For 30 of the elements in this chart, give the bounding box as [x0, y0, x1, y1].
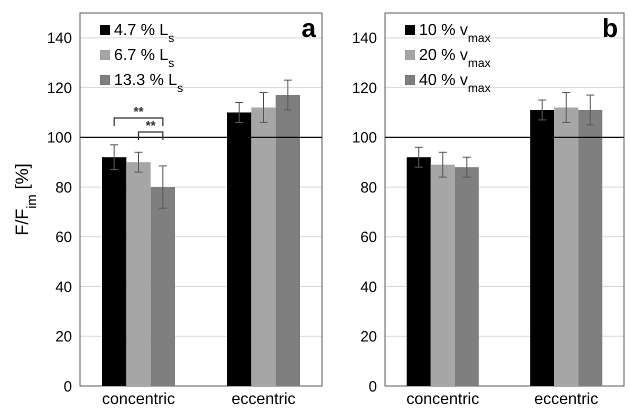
x-tick-label: eccentric	[231, 391, 296, 408]
y-tick-label: 100	[46, 130, 72, 147]
x-tick-label: concentric	[102, 391, 175, 408]
y-tick-label: 80	[55, 179, 72, 196]
chart-title: b	[602, 13, 618, 43]
x-tick-label: concentric	[406, 391, 480, 408]
legend-label: 10 % v$_{max}$	[419, 22, 491, 45]
annotation: **	[146, 118, 157, 133]
y-tick-label: 140	[46, 30, 72, 48]
y-tick-label: 0	[368, 378, 377, 396]
chart-title: a	[302, 13, 317, 43]
y-tick-label: 60	[360, 229, 377, 246]
y-tick-label: 20	[55, 328, 72, 346]
y-tick-label: 0	[64, 378, 72, 396]
legend-label: 13.3 % L$_{s}$	[114, 72, 184, 95]
y-tick-label: 80	[360, 179, 377, 196]
annotation: **	[133, 104, 144, 119]
legend-label: 40 % v$_{max}$	[419, 72, 491, 95]
y-tick-label: 140	[352, 30, 377, 48]
y-tick-label: 60	[55, 229, 72, 246]
y-tick-label: 40	[360, 278, 377, 296]
y-tick-label: 120	[352, 80, 377, 97]
x-tick-label: eccentric	[534, 391, 598, 408]
y-tick-label: 100	[352, 130, 377, 147]
legend-label: 6.7 % L$_{s}$	[114, 47, 174, 70]
y-tick-label: 20	[360, 328, 377, 346]
legend-label: 4.7 % L$_{s}$	[114, 22, 174, 45]
y-tick-label: 40	[55, 278, 72, 296]
legend-label: 20 % v$_{max}$	[419, 47, 491, 70]
y-tick-label: 120	[46, 80, 72, 97]
